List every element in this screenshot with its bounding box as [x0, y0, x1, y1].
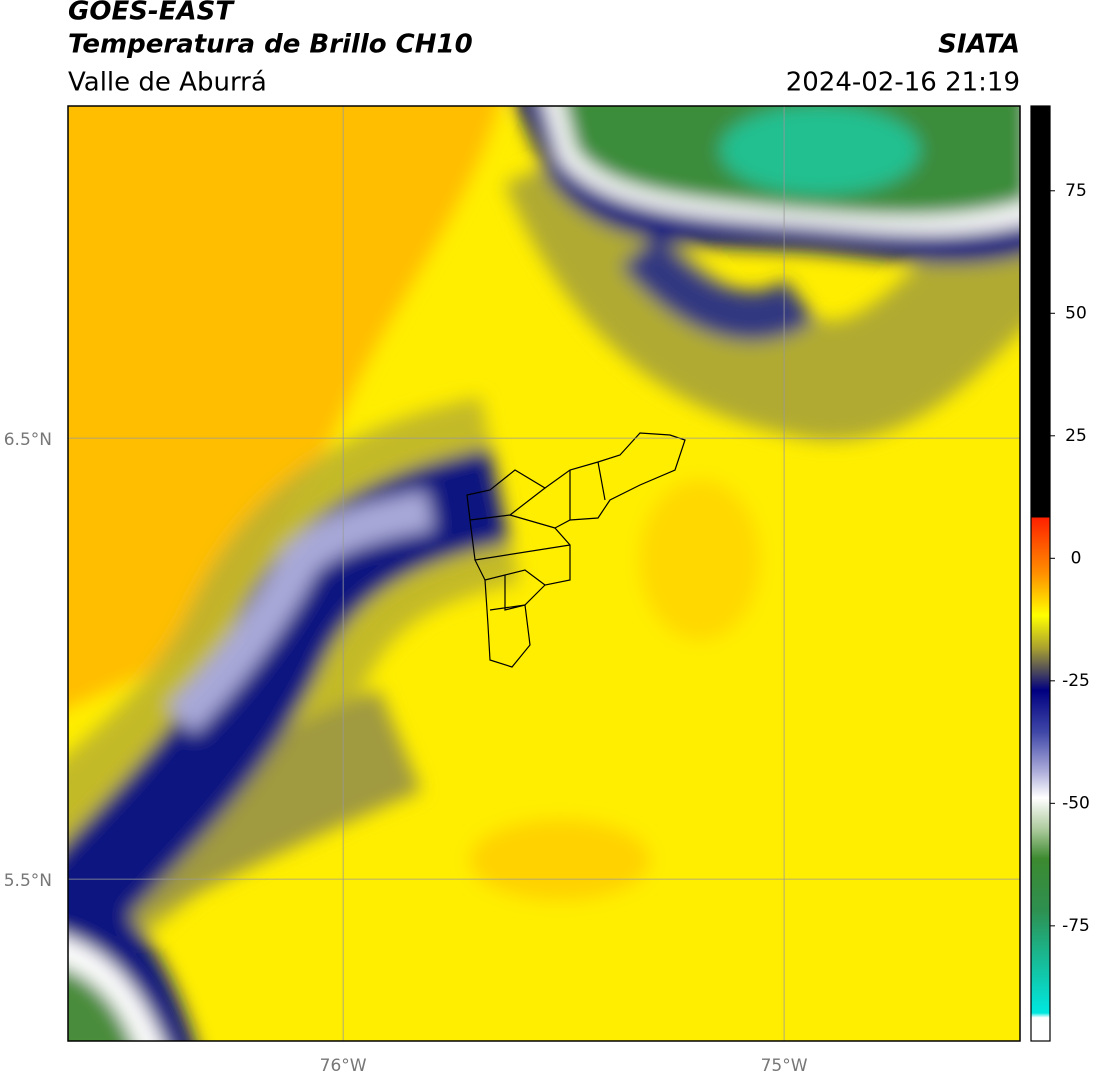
lon-label: 75°W: [761, 1056, 808, 1076]
source: SIATA: [938, 30, 1020, 60]
colorbar-label: 25: [1065, 426, 1087, 446]
colorbar-label: 75: [1065, 181, 1087, 201]
datetime: 2024-02-16 21:19: [786, 68, 1020, 98]
colorbar-label: -75: [1062, 916, 1090, 936]
lat-label: 5.5°N: [4, 871, 52, 891]
colorbar-label: -25: [1062, 671, 1090, 691]
lon-label: 76°W: [320, 1056, 367, 1076]
region: Valle de Aburrá: [68, 68, 267, 98]
lat-label: 6.5°N: [4, 430, 52, 450]
colorbar: [1030, 105, 1051, 1042]
map-image: [68, 106, 1020, 1041]
subtitle: Temperatura de Brillo CH10: [68, 30, 473, 60]
municipal-boundaries: [466, 432, 686, 668]
colorbar-label: 50: [1065, 303, 1087, 323]
colorbar-label: -50: [1062, 793, 1090, 813]
map-frame: [67, 105, 1021, 1042]
title: GOES-EAST: [68, 0, 235, 27]
colorbar-label: 0: [1071, 548, 1082, 568]
